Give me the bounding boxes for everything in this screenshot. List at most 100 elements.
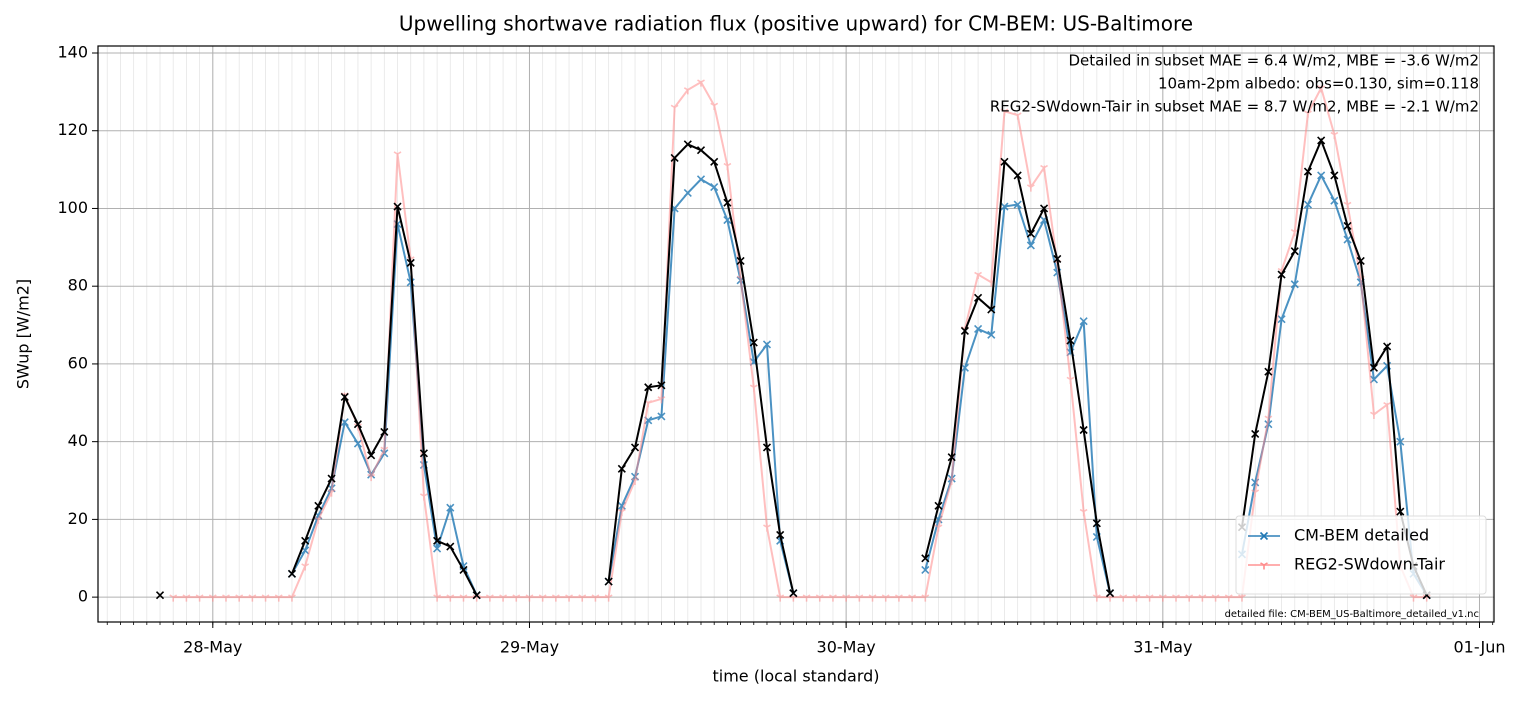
y-tick-label: 100 (57, 198, 88, 217)
point-marker (433, 544, 442, 553)
point-marker (1304, 110, 1312, 118)
point-marker (855, 594, 864, 602)
point-marker (974, 293, 983, 302)
y-axis-label: SWup [W/m2] (14, 279, 33, 389)
point-marker (842, 594, 851, 602)
annotation: Detailed in subset MAE = 6.4 W/m2, MBE =… (1068, 52, 1479, 70)
point-marker (1343, 235, 1352, 244)
point-marker (723, 162, 732, 171)
point-marker (182, 594, 191, 602)
point-marker (1290, 280, 1299, 289)
point-marker (380, 446, 389, 454)
point-marker (829, 594, 837, 602)
point-marker (974, 324, 983, 334)
point-marker (696, 175, 706, 184)
point-marker (1251, 429, 1260, 438)
point-marker (261, 594, 270, 602)
point-marker (287, 569, 297, 578)
point-marker (1264, 415, 1273, 423)
point-marker (604, 594, 613, 602)
point-marker (1053, 254, 1062, 264)
point-marker (419, 493, 428, 501)
x-axis-label: time (local standard) (712, 667, 879, 686)
point-marker (433, 594, 442, 602)
point-marker (987, 305, 996, 314)
point-marker (1158, 594, 1167, 602)
point-marker (459, 565, 468, 574)
point-marker (1079, 317, 1088, 326)
point-marker (683, 87, 692, 95)
y-tick-label: 0 (78, 587, 88, 606)
point-marker (1079, 425, 1088, 435)
point-marker (947, 453, 956, 462)
point-marker (762, 443, 772, 452)
point-marker (406, 258, 415, 267)
point-marker (1383, 342, 1392, 351)
footnote: detailed file: CM-BEM_US-Baltimore_detai… (1225, 609, 1479, 620)
point-marker (340, 418, 349, 427)
point-marker (1317, 85, 1326, 93)
point-marker (1409, 594, 1418, 602)
point-marker (908, 594, 917, 602)
chart-title: Upwelling shortwave radiation flux (posi… (399, 12, 1193, 36)
point-marker (723, 198, 732, 207)
point-marker (1317, 171, 1326, 180)
legend-label: REG2-SWdown-Tair (1294, 555, 1445, 574)
point-marker (327, 474, 336, 483)
point-marker (499, 594, 507, 602)
point-marker (314, 516, 323, 524)
point-marker (446, 503, 455, 512)
point-marker (1040, 164, 1048, 173)
point-marker (1396, 507, 1405, 516)
y-tick-label: 120 (57, 120, 88, 139)
y-tick-label: 140 (57, 42, 88, 61)
point-marker (657, 396, 666, 404)
y-tick-label: 40 (68, 431, 88, 450)
point-marker (1092, 519, 1101, 528)
point-marker (697, 79, 705, 87)
point-marker (617, 464, 626, 473)
point-marker (1277, 315, 1286, 324)
point-marker (551, 594, 560, 602)
point-marker (222, 594, 230, 602)
point-marker (1066, 336, 1075, 345)
legend-box (1235, 515, 1487, 595)
point-marker (763, 524, 771, 532)
point-marker (1000, 157, 1009, 166)
point-marker (288, 594, 296, 602)
point-marker (169, 594, 178, 602)
point-marker (776, 530, 785, 540)
point-marker (802, 594, 811, 602)
point-marker (367, 451, 376, 460)
x-tick-label: 29-May (500, 638, 559, 657)
point-marker (1303, 200, 1313, 209)
series (155, 136, 1431, 600)
point-marker (631, 477, 639, 486)
point-marker (565, 594, 573, 602)
point-marker (1303, 167, 1313, 176)
point-marker (710, 102, 719, 110)
point-marker (657, 381, 666, 390)
point-marker (749, 384, 758, 392)
point-marker (1039, 204, 1049, 213)
x-tick-label: 28-May (183, 638, 242, 657)
legend-label: CM-BEM detailed (1294, 526, 1429, 545)
point-marker (1264, 367, 1273, 376)
point-marker (1026, 184, 1035, 192)
point-marker (1000, 108, 1009, 116)
point-marker (723, 216, 732, 225)
point-marker (683, 140, 692, 149)
point-marker (591, 594, 600, 602)
point-marker (1119, 594, 1128, 602)
point-marker (1132, 594, 1141, 602)
point-marker (1396, 437, 1405, 446)
point-marker (301, 563, 310, 571)
point-marker (367, 473, 376, 482)
point-marker (974, 271, 982, 280)
point-marker (433, 536, 442, 545)
point-marker (208, 594, 217, 602)
point-marker (353, 420, 363, 429)
point-marker (235, 594, 244, 602)
point-marker (1330, 196, 1339, 205)
point-marker (538, 594, 547, 602)
